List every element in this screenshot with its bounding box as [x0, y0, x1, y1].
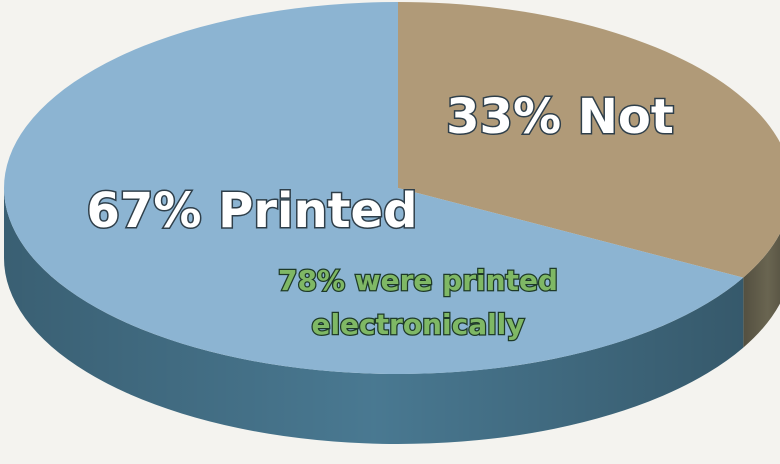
pie-sides	[4, 188, 780, 444]
pie-slice-printed	[3, 2, 744, 374]
annotation-line-2: electronically	[311, 308, 524, 341]
slice-label-printed: 67% Printed	[87, 183, 418, 239]
pie-tops	[3, 2, 780, 374]
pie-side-shade-printed	[4, 188, 744, 444]
pie-side-shade-not	[743, 233, 780, 348]
annotation-line-1: 78% were printed	[278, 264, 558, 297]
slice-label-not: 33% Not	[446, 89, 674, 145]
pie-slice-not	[398, 2, 780, 278]
